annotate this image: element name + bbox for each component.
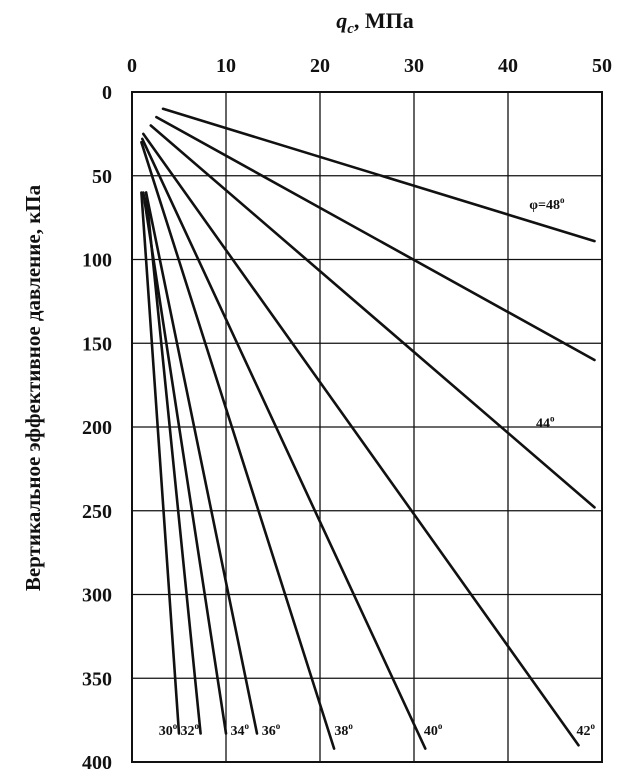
y-tick-label: 150: [82, 333, 112, 355]
series-label-text: φ=48: [529, 198, 560, 213]
series-label: 30o: [159, 721, 178, 739]
series-line: [142, 191, 228, 735]
series-line: [141, 137, 427, 750]
degree-mark: o: [438, 721, 443, 731]
x-tick-label: 0: [127, 55, 137, 77]
degree-mark: o: [245, 721, 250, 731]
x-tick-label: 20: [310, 55, 330, 77]
series-label-text: 30: [159, 724, 173, 739]
plot-frame: [131, 91, 603, 763]
x-axis-title: qc, МПа: [336, 8, 414, 37]
y-tick-label: 200: [82, 417, 112, 439]
series-label: 38o: [334, 721, 353, 739]
x-axis-title-q: q: [336, 8, 347, 33]
degree-mark: o: [591, 721, 596, 731]
series-label-text: 44: [536, 416, 550, 431]
y-axis-ticks: 0 50 100 150 200 250 300 350 400: [82, 82, 112, 773]
series-line: [155, 115, 596, 362]
y-tick-label: 400: [82, 752, 112, 773]
series-label: 42o: [577, 721, 596, 739]
series-label-text: 32: [180, 724, 194, 739]
series-line: [149, 124, 596, 509]
series-label: 34o: [231, 721, 250, 739]
series-label: 32o: [180, 721, 199, 739]
degree-mark: o: [276, 721, 281, 731]
y-tick-label: 300: [82, 585, 112, 607]
y-tick-label: 0: [102, 82, 112, 104]
degree-mark: o: [560, 195, 565, 205]
x-tick-label: 40: [498, 55, 518, 77]
y-tick-label: 350: [82, 668, 112, 690]
x-axis-ticks: 0 10 20 30 40 50: [127, 55, 612, 77]
x-tick-label: 30: [404, 55, 424, 77]
series-line: [142, 132, 580, 747]
series-label-text: 42: [577, 724, 591, 739]
degree-mark: o: [194, 721, 199, 731]
series-label-text: 36: [262, 724, 276, 739]
x-axis-title-unit: , МПа: [354, 8, 414, 33]
series-label: 44o: [536, 413, 555, 431]
series-label-text: 40: [424, 724, 438, 739]
degree-mark: o: [550, 413, 555, 423]
series-label-text: 34: [231, 724, 245, 739]
x-tick-label: 50: [592, 55, 612, 77]
series-label-text: 38: [334, 724, 348, 739]
x-axis-title-sub: c: [347, 21, 354, 37]
degree-mark: o: [173, 721, 178, 731]
y-tick-label: 250: [82, 501, 112, 523]
series-lines: [140, 107, 596, 750]
y-tick-label: 50: [92, 166, 112, 188]
series-label: 40o: [424, 721, 443, 739]
series-line: [161, 107, 596, 243]
x-tick-label: 10: [216, 55, 236, 77]
degree-mark: o: [348, 721, 353, 731]
series-label: φ=48o: [529, 195, 565, 213]
y-axis-title: Вертикальное эффективное давление, кПа: [21, 184, 45, 591]
grid: [132, 92, 602, 762]
series-label: 36o: [262, 721, 281, 739]
series-line: [144, 191, 259, 735]
series-line: [140, 141, 336, 750]
series-line: [140, 191, 181, 735]
series-line: [144, 191, 202, 735]
y-tick-label: 100: [82, 250, 112, 272]
